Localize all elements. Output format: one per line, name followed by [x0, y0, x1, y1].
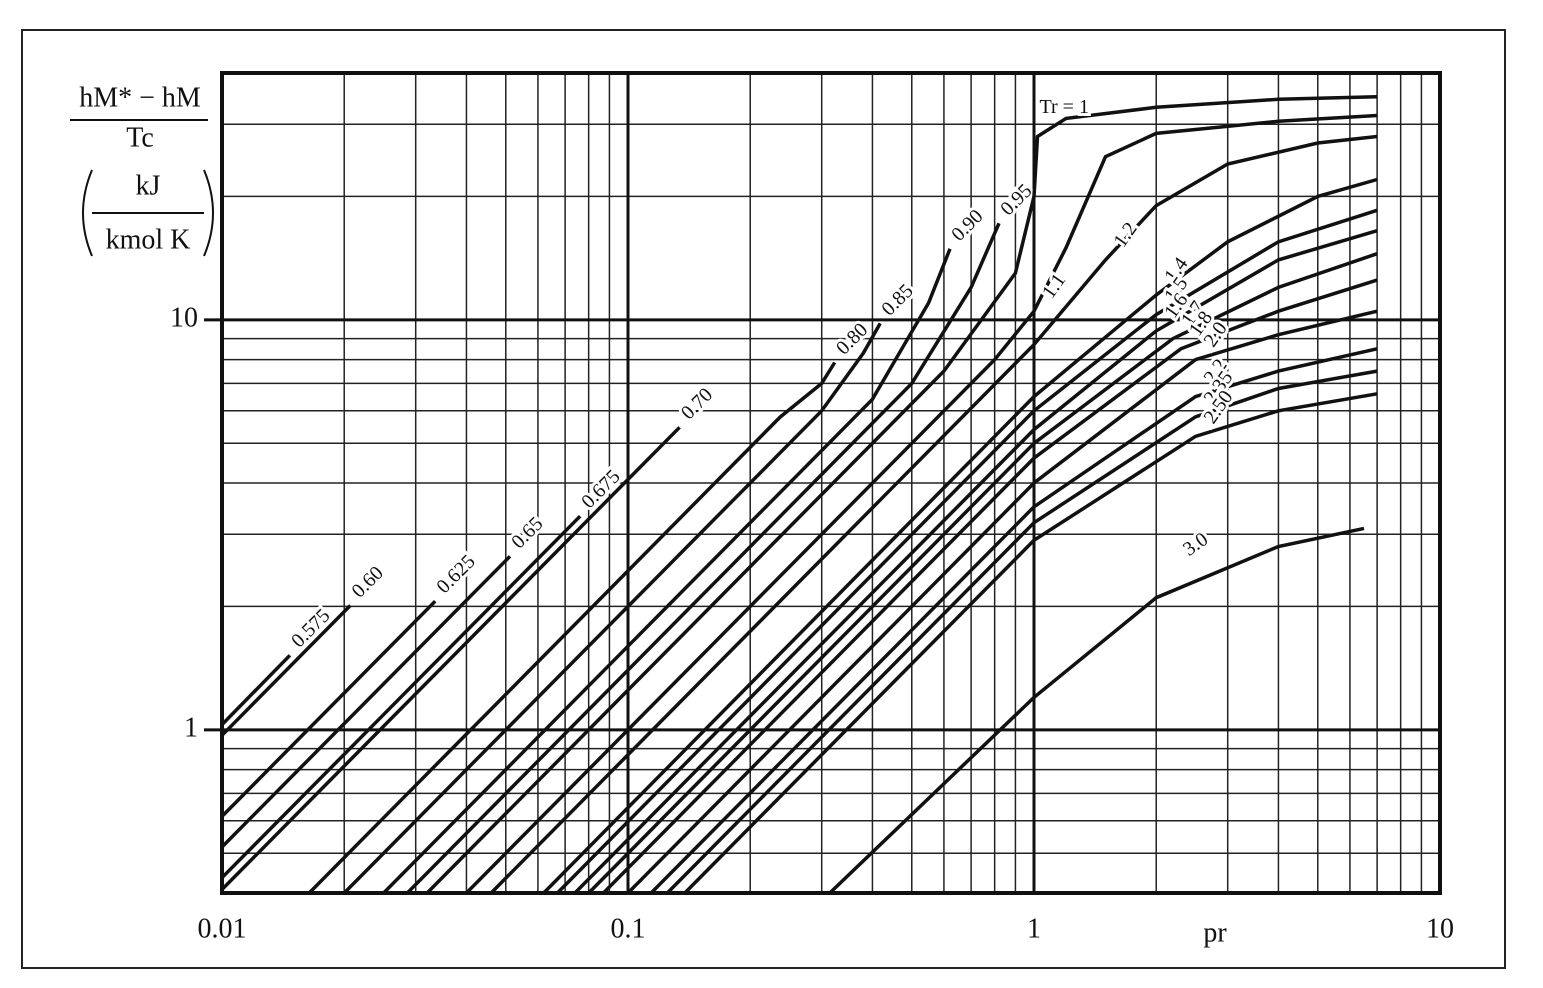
y-tick-label: 10 [170, 302, 198, 333]
y-label-numerator: hM* − hM [79, 82, 201, 113]
paren [203, 169, 214, 257]
curve [556, 208, 1378, 895]
curve [573, 229, 1378, 895]
curve [220, 604, 352, 737]
y-label-denominator: Tc [126, 122, 154, 153]
curve [489, 134, 1378, 895]
curve-label: 1.2 [1109, 218, 1141, 251]
x-tick-label: 1 [1027, 913, 1041, 944]
curve-label: 0.80 [832, 319, 872, 359]
curve [220, 514, 582, 879]
x-tick-label: 10 [1426, 913, 1454, 944]
x-tick-label: 0.1 [611, 913, 646, 944]
curve [465, 113, 1378, 895]
curve [382, 248, 952, 895]
curve-label: 0.60 [348, 562, 388, 602]
curve-label: 0.625 [432, 551, 479, 598]
curve [602, 278, 1378, 895]
curve-label: Tr = 1 [1039, 96, 1088, 118]
curve-label: 0.70 [677, 384, 717, 424]
curve [683, 392, 1378, 895]
y-unit-denominator: kmol K [106, 224, 191, 255]
curve [542, 177, 1378, 895]
curve [828, 526, 1365, 895]
x-tick-label: 0.01 [198, 913, 247, 944]
y-tick-label: 1 [184, 712, 198, 743]
curve [666, 369, 1378, 895]
paren [82, 169, 93, 257]
y-unit-numerator: kJ [136, 170, 161, 201]
outer-frame [21, 29, 1506, 969]
curve [220, 599, 437, 818]
curve-label: 3.0 [1179, 528, 1212, 560]
curve [220, 555, 512, 849]
curve-label: 0.90 [947, 205, 987, 245]
curve [649, 347, 1378, 895]
curve [307, 361, 837, 895]
curve [425, 95, 1378, 895]
curve [406, 222, 1001, 895]
curve-label: 0.65 [507, 513, 547, 553]
curve [220, 426, 681, 891]
x-label: pr [1203, 917, 1227, 948]
curve [626, 309, 1378, 895]
curve [587, 252, 1378, 895]
curve [342, 322, 882, 895]
curve [220, 654, 292, 726]
